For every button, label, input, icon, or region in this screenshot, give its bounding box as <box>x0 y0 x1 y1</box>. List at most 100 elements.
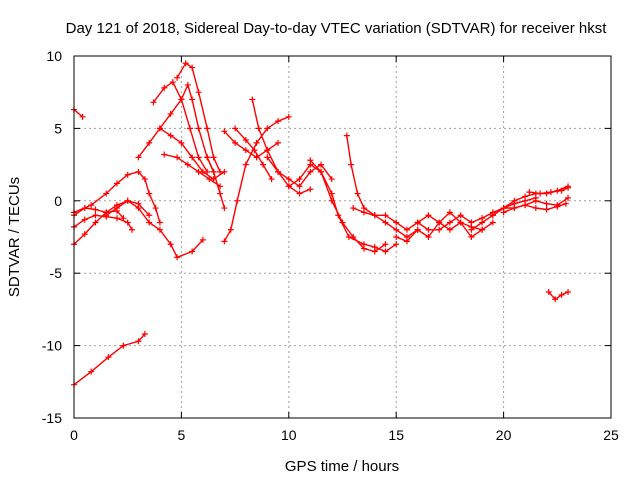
data-point <box>156 219 163 226</box>
data-point <box>558 187 565 194</box>
data-point <box>156 226 163 233</box>
x-tick-label: 15 <box>388 427 404 443</box>
data-point <box>457 219 464 226</box>
data-point <box>150 99 157 106</box>
series-trace-10 <box>174 60 224 175</box>
data-point <box>195 89 202 96</box>
data-point <box>285 176 292 183</box>
series-trace-27 <box>500 200 569 216</box>
tick-layer: 0 5 10 15 20 25 10 5 0 -5 -10 -15 <box>42 48 619 443</box>
data-point <box>403 226 410 233</box>
data-point <box>189 154 196 161</box>
series-trace-25 <box>468 183 572 233</box>
series-line <box>395 211 494 243</box>
chart-title: Day 121 of 2018, Sidereal Day-to-day VTE… <box>66 20 608 37</box>
series-trace-16 <box>232 125 275 183</box>
data-point <box>393 219 400 226</box>
series-trace-6 <box>71 168 163 226</box>
data-point <box>296 183 303 190</box>
data-point <box>285 113 292 120</box>
data-point <box>92 206 99 213</box>
data-point <box>217 190 224 197</box>
data-point <box>425 212 432 219</box>
data-point <box>552 296 559 303</box>
data-point <box>242 161 249 168</box>
data-point <box>120 342 127 349</box>
data-point <box>178 96 185 103</box>
series-line <box>137 84 215 173</box>
data-point <box>468 226 475 233</box>
data-point <box>360 241 367 248</box>
data-point <box>318 161 325 168</box>
series-trace-8 <box>135 81 217 175</box>
data-point <box>146 212 153 219</box>
data-point <box>446 219 453 226</box>
data-point <box>251 147 258 154</box>
data-point <box>156 125 163 132</box>
series-line <box>223 116 290 243</box>
data-point <box>425 226 432 233</box>
data-point <box>348 161 355 168</box>
data-point <box>120 215 127 222</box>
data-point <box>189 96 196 103</box>
y-tick-label: -15 <box>42 410 62 426</box>
data-point <box>446 209 453 216</box>
y-tick-label: 0 <box>54 193 62 209</box>
data-point <box>79 113 86 120</box>
series-trace-13 <box>204 154 228 212</box>
data-point <box>554 203 561 210</box>
data-point <box>328 190 335 197</box>
data-point <box>479 226 486 233</box>
series-line <box>548 291 569 300</box>
data-point <box>135 154 142 161</box>
data-point <box>167 132 174 139</box>
x-axis-label: GPS time / hours <box>285 458 399 475</box>
data-point <box>227 226 234 233</box>
data-point <box>318 168 325 175</box>
data-point <box>113 205 120 212</box>
data-point <box>382 219 389 226</box>
x-tick-label: 20 <box>496 427 512 443</box>
data-point <box>234 197 241 204</box>
data-point <box>558 291 565 298</box>
data-point <box>249 96 256 103</box>
data-point <box>268 176 275 183</box>
y-tick-label: -5 <box>50 265 63 281</box>
data-point <box>161 151 168 158</box>
data-point <box>296 176 303 183</box>
data-point <box>189 248 196 255</box>
data-point <box>547 189 554 196</box>
data-point <box>350 205 357 212</box>
y-tick-label: -10 <box>42 338 62 354</box>
data-point <box>92 219 99 226</box>
data-point <box>141 331 148 338</box>
series-line <box>234 127 273 180</box>
data-point <box>382 248 389 255</box>
plot-frame <box>73 55 612 419</box>
data-point <box>307 157 314 164</box>
data-point <box>526 189 533 196</box>
data-point <box>436 219 443 226</box>
data-point <box>543 206 550 213</box>
data-point <box>232 139 239 146</box>
data-point <box>206 176 213 183</box>
data-point <box>436 226 443 233</box>
data-point <box>345 234 352 240</box>
data-point <box>296 190 303 197</box>
series-trace-9 <box>150 79 211 175</box>
data-point <box>562 200 569 207</box>
series-line <box>206 156 226 209</box>
data-point <box>354 190 361 197</box>
data-point <box>489 219 496 226</box>
data-point <box>565 184 572 191</box>
data-point <box>489 212 496 219</box>
data-point <box>103 190 110 197</box>
data-point <box>511 197 518 204</box>
series-line <box>223 130 279 159</box>
data-point <box>275 168 282 175</box>
data-point <box>500 209 507 216</box>
data-point <box>371 212 378 219</box>
data-point <box>468 219 475 226</box>
series-line <box>417 197 537 231</box>
